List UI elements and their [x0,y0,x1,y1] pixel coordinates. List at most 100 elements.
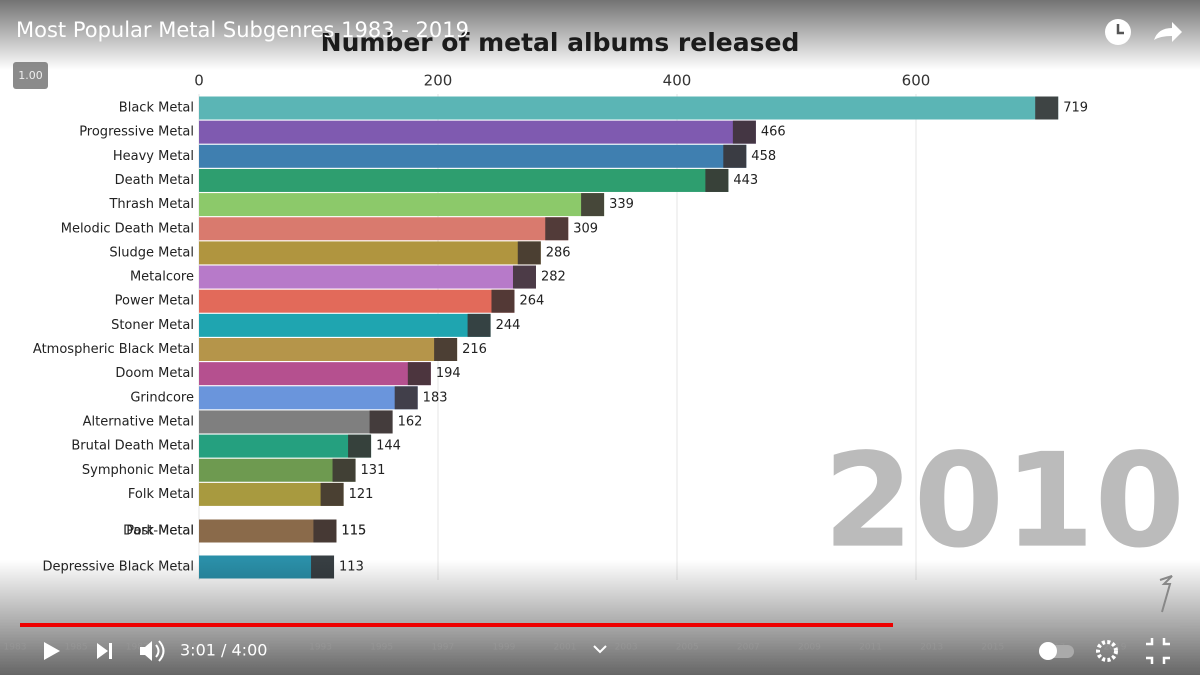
volume-button[interactable] [140,640,165,662]
bar [199,289,515,313]
bar [199,434,372,458]
next-button[interactable] [97,643,112,659]
album-thumb [369,410,393,434]
category-label: Metalcore [130,270,194,285]
category-label: Stoner Metal [111,318,194,333]
timeline-label: 2019 [1104,643,1127,653]
timeline-label: 1987 [126,643,149,653]
category-label: Folk Metal [128,487,194,502]
value-label: 264 [519,294,544,309]
share-button[interactable] [1154,22,1182,42]
watch-later[interactable] [1105,19,1131,45]
bar [199,96,1059,120]
fullscreen-exit-button[interactable] [1146,638,1170,664]
bar [199,338,458,361]
x-tick-label: 400 [663,72,692,90]
timeline-label: 2001 [554,643,577,653]
album-thumb [491,289,515,313]
album-thumb [320,482,344,506]
category-label: Atmospheric Black Metal [33,342,194,357]
bar [199,313,491,337]
value-label: 144 [376,439,401,454]
timeline-label: 2007 [737,643,760,653]
autoplay-toggle[interactable] [1039,642,1074,660]
category-label: Brutal Death Metal [71,439,194,454]
album-thumb [705,168,729,192]
category-label: Grindcore [130,390,194,405]
settings-button[interactable] [1096,640,1118,662]
play-button[interactable] [44,642,60,660]
value-label: 339 [609,197,634,212]
timeline-label: 2013 [920,643,943,653]
bar [199,144,747,168]
timeline-label: 1983 [4,643,27,653]
value-label: 121 [349,487,374,502]
value-label: 719 [1063,101,1088,116]
category-label: Thrash Metal [108,197,194,212]
album-thumb [732,120,756,144]
value-label: 131 [361,463,386,478]
timeline-label: 1985 [65,643,88,653]
timeline-label: 1991 [248,643,271,653]
category-label: Dark Metal [123,524,194,539]
value-label: 194 [436,366,461,381]
speed-label: 1.00 [18,69,43,82]
category-label: Doom Metal [115,366,194,381]
album-thumb [332,458,356,482]
value-label: 162 [398,414,423,429]
album-thumb [434,338,458,361]
category-label: Progressive Metal [79,125,194,140]
progress-bar[interactable] [20,623,893,627]
bar [199,458,356,482]
timeline-label: 2005 [676,643,699,653]
timeline-label: 2011 [859,643,882,653]
bar [199,482,344,506]
top-shade [0,0,1200,70]
x-tick-label: 200 [424,72,453,90]
bottom-shade [0,560,1200,675]
value-label: 115 [341,524,366,539]
album-thumb [545,217,569,241]
bar [199,410,393,434]
value-label: 458 [751,149,776,164]
timeline-label: 1997 [431,643,454,653]
x-tick-label: 600 [902,72,931,90]
album-thumb [581,193,605,217]
value-label: 466 [761,125,786,140]
timeline-label: 2003 [615,643,638,653]
album-thumb [517,241,541,265]
speed-badge [13,62,48,89]
video-title: Most Popular Metal Subgenres 1983 - 2019 [16,18,469,42]
timeline-label: 1999 [492,643,515,653]
chart: 2010Number of metal albums released02004… [33,28,1185,580]
value-label: 244 [496,318,521,333]
album-thumb [1035,96,1059,120]
category-label: Heavy Metal [113,149,194,164]
bar [199,168,729,192]
chapter-arrow[interactable] [593,645,607,654]
timeline-label: 1989 [187,643,210,653]
timeline-label: 1993 [309,643,332,653]
timeline-label: 1995 [370,643,393,653]
album-thumb [313,519,337,543]
value-label: 216 [462,342,487,357]
time-display: 3:01 / 4:00 [180,641,267,660]
category-label: Black Metal [119,101,194,116]
category-label: Power Metal [115,294,194,309]
value-label: 286 [546,245,571,260]
category-label: Alternative Metal [83,414,194,429]
bar [199,265,536,289]
album-thumb [394,386,418,410]
bar [199,386,418,410]
category-label: Sludge Metal [109,245,194,260]
year-annotation: 2010 [823,425,1185,577]
bar [199,217,569,241]
category-label: Symphonic Metal [82,463,194,478]
category-label: Melodic Death Metal [61,221,194,236]
value-label: 443 [733,173,758,188]
bar [199,362,431,386]
value-label: 282 [541,270,566,285]
album-thumb [467,313,491,337]
channel-logo [1159,575,1173,613]
